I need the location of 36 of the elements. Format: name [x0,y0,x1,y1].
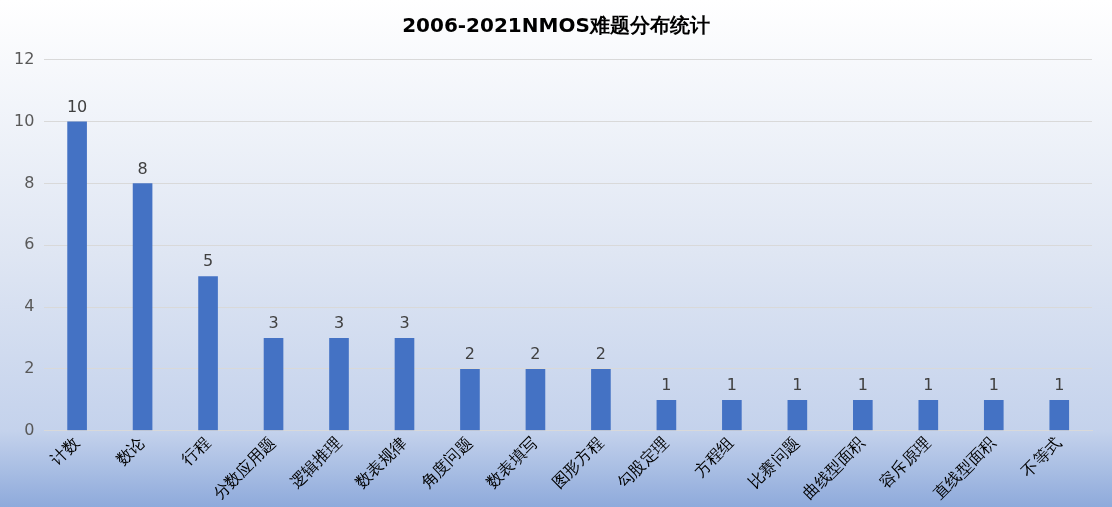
y-tick-label: 0 [24,420,35,440]
data-label: 1 [857,375,868,395]
data-label: 1 [792,375,803,395]
y-tick-label: 4 [24,296,35,316]
y-tick-label: 8 [24,172,35,192]
x-tick-label: 行程 [177,432,214,470]
x-tick-label: 角度问题 [417,432,476,492]
y-tick-label: 6 [24,234,35,254]
data-label: 10 [66,96,88,116]
y-tick-label: 12 [14,48,35,68]
chart-title: 2006-2021NMOS难题分布统计 [401,12,711,39]
x-tick-label: 数表填写 [482,432,542,492]
data-label: 1 [988,375,999,395]
x-tick-label: 图形方程 [548,432,607,492]
data-label: 2 [464,344,476,364]
x-tick-label: 方程组 [690,432,738,481]
x-tick-label: 比赛问题 [744,432,804,492]
x-tick-label: 数表规律 [351,432,411,492]
x-tick-label: 逻辑推理 [286,432,345,492]
y-tick-label: 10 [14,110,35,130]
data-label: 1 [661,375,672,395]
data-label: 3 [268,313,279,333]
x-tick-label: 数论 [112,432,149,470]
data-label: 2 [595,344,607,364]
data-label: 3 [333,313,345,333]
x-tick-label: 计数 [46,432,83,470]
data-label: 1 [1054,375,1065,395]
data-label: 5 [202,251,214,271]
y-tick-label: 2 [24,358,35,378]
x-tick-label: 不等式 [1017,432,1066,481]
data-label: 1 [923,375,934,395]
data-label: 8 [137,158,148,178]
x-tick-label: 勾股定理 [613,432,673,492]
data-label: 1 [726,375,737,395]
data-label: 3 [399,313,410,333]
data-label: 2 [530,344,541,364]
